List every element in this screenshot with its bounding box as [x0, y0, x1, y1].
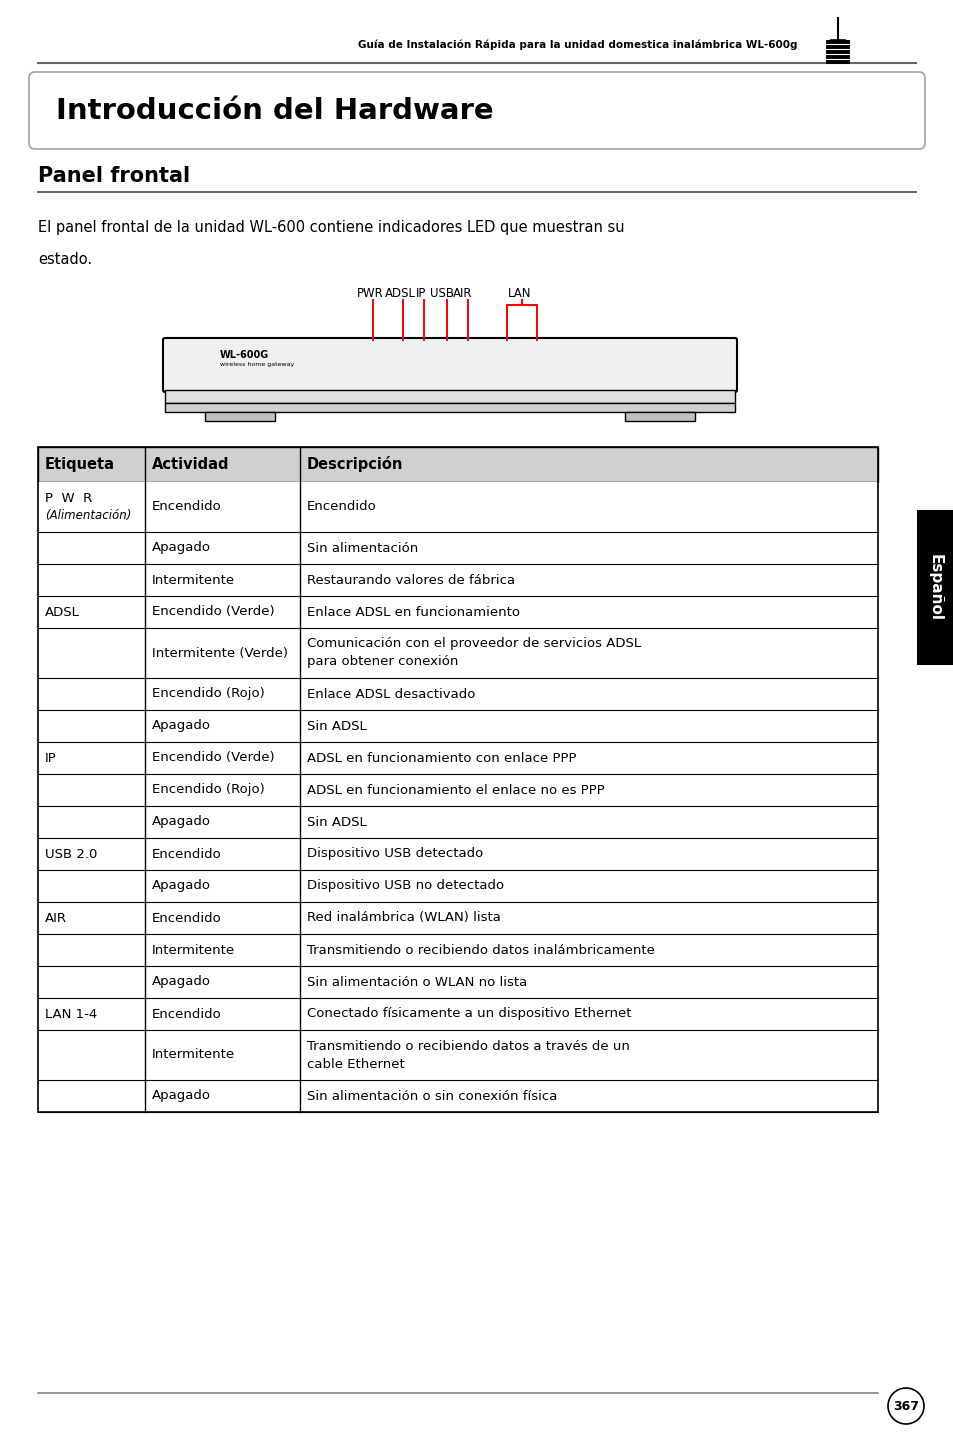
Text: Intermitente (Verde): Intermitente (Verde) — [152, 646, 288, 660]
Text: Introducción del Hardware: Introducción del Hardware — [56, 97, 493, 125]
Text: Actividad: Actividad — [152, 457, 230, 473]
Bar — [38, 967, 877, 998]
Text: Dispositivo USB no detectado: Dispositivo USB no detectado — [307, 879, 503, 892]
Text: WL-600G: WL-600G — [220, 349, 269, 359]
Text: P  W  R: P W R — [45, 493, 92, 505]
Text: ADSL en funcionamiento con enlace PPP: ADSL en funcionamiento con enlace PPP — [307, 752, 576, 765]
Bar — [38, 533, 877, 564]
Bar — [38, 710, 877, 742]
Bar — [38, 596, 877, 629]
Text: Encendido (Verde): Encendido (Verde) — [152, 752, 274, 765]
Text: Sin ADSL: Sin ADSL — [307, 719, 366, 733]
Bar — [38, 564, 877, 596]
Text: Encendido: Encendido — [152, 912, 221, 925]
Bar — [624, 412, 695, 421]
Text: Panel frontal: Panel frontal — [38, 166, 190, 186]
Bar — [916, 510, 953, 664]
Text: 367: 367 — [892, 1399, 918, 1412]
Text: Intermitente: Intermitente — [152, 573, 234, 587]
Text: Apagado: Apagado — [152, 975, 211, 988]
Bar — [38, 629, 877, 677]
Text: AIR: AIR — [453, 286, 473, 299]
Text: Sin alimentación: Sin alimentación — [307, 541, 417, 554]
Text: Descripción: Descripción — [307, 457, 403, 473]
Text: Sin alimentación o sin conexión física: Sin alimentación o sin conexión física — [307, 1090, 557, 1103]
Text: Encendido (Rojo): Encendido (Rojo) — [152, 783, 265, 796]
Text: AIR: AIR — [45, 912, 67, 925]
Bar — [38, 902, 877, 934]
Text: Guía de Instalación Rápida para la unidad domestica inalámbrica WL-600g: Guía de Instalación Rápida para la unida… — [358, 40, 797, 50]
Text: Transmitiendo o recibiendo datos a través de un: Transmitiendo o recibiendo datos a travé… — [307, 1040, 629, 1053]
Text: Red inalámbrica (WLAN) lista: Red inalámbrica (WLAN) lista — [307, 912, 500, 925]
Text: Restaurando valores de fábrica: Restaurando valores de fábrica — [307, 573, 515, 587]
Bar — [38, 483, 877, 533]
Bar — [38, 934, 877, 967]
Text: Apagado: Apagado — [152, 1090, 211, 1103]
Bar — [38, 838, 877, 871]
Text: IP: IP — [416, 286, 426, 299]
Text: Sin ADSL: Sin ADSL — [307, 815, 366, 829]
Text: El panel frontal de la unidad WL-600 contiene indicadores LED que muestran su: El panel frontal de la unidad WL-600 con… — [38, 221, 624, 235]
Bar — [165, 402, 734, 412]
Text: ADSL en funcionamiento el enlace no es PPP: ADSL en funcionamiento el enlace no es P… — [307, 783, 604, 796]
Text: PWR: PWR — [356, 286, 383, 299]
Text: (Alimentación): (Alimentación) — [45, 508, 132, 521]
Text: ADSL: ADSL — [384, 286, 416, 299]
Text: USB 2.0: USB 2.0 — [45, 848, 97, 861]
Bar — [205, 412, 274, 421]
Text: Intermitente: Intermitente — [152, 944, 234, 957]
Text: LAN 1-4: LAN 1-4 — [45, 1008, 97, 1021]
Bar — [38, 742, 877, 775]
Bar — [38, 1030, 877, 1080]
Text: Encendido: Encendido — [152, 848, 221, 861]
Bar — [38, 1080, 877, 1113]
Bar — [38, 775, 877, 806]
Text: Encendido: Encendido — [152, 501, 221, 514]
Text: Apagado: Apagado — [152, 815, 211, 829]
Text: wireless home gateway: wireless home gateway — [220, 362, 294, 367]
Bar — [38, 677, 877, 710]
Bar — [165, 390, 734, 402]
Text: Encendido (Verde): Encendido (Verde) — [152, 606, 274, 619]
Text: Apagado: Apagado — [152, 879, 211, 892]
Text: Encendido: Encendido — [307, 501, 376, 514]
Bar — [38, 447, 877, 1113]
Text: Etiqueta: Etiqueta — [45, 457, 115, 473]
Text: Encendido: Encendido — [152, 1008, 221, 1021]
Text: ADSL: ADSL — [45, 606, 80, 619]
Text: estado.: estado. — [38, 252, 92, 266]
Text: Apagado: Apagado — [152, 719, 211, 733]
Text: para obtener conexión: para obtener conexión — [307, 656, 457, 669]
Text: Dispositivo USB detectado: Dispositivo USB detectado — [307, 848, 483, 861]
Bar — [38, 806, 877, 838]
Text: IP: IP — [45, 752, 56, 765]
Text: Comunicación con el proveedor de servicios ADSL: Comunicación con el proveedor de servici… — [307, 637, 640, 650]
Text: Apagado: Apagado — [152, 541, 211, 554]
Text: USB: USB — [430, 286, 454, 299]
FancyBboxPatch shape — [163, 338, 737, 392]
Text: Encendido (Rojo): Encendido (Rojo) — [152, 687, 265, 700]
Text: LAN: LAN — [508, 286, 531, 299]
Text: Español: Español — [927, 554, 942, 621]
Bar — [38, 447, 877, 483]
Text: cable Ethernet: cable Ethernet — [307, 1057, 404, 1071]
Bar — [38, 871, 877, 902]
Text: Conectado físicamente a un dispositivo Ethernet: Conectado físicamente a un dispositivo E… — [307, 1008, 631, 1021]
Text: Sin alimentación o WLAN no lista: Sin alimentación o WLAN no lista — [307, 975, 527, 988]
Text: Intermitente: Intermitente — [152, 1048, 234, 1061]
Bar — [38, 998, 877, 1030]
Text: Enlace ADSL en funcionamiento: Enlace ADSL en funcionamiento — [307, 606, 519, 619]
FancyBboxPatch shape — [29, 72, 924, 149]
Text: Transmitiendo o recibiendo datos inalámbricamente: Transmitiendo o recibiendo datos inalámb… — [307, 944, 654, 957]
Text: Enlace ADSL desactivado: Enlace ADSL desactivado — [307, 687, 475, 700]
